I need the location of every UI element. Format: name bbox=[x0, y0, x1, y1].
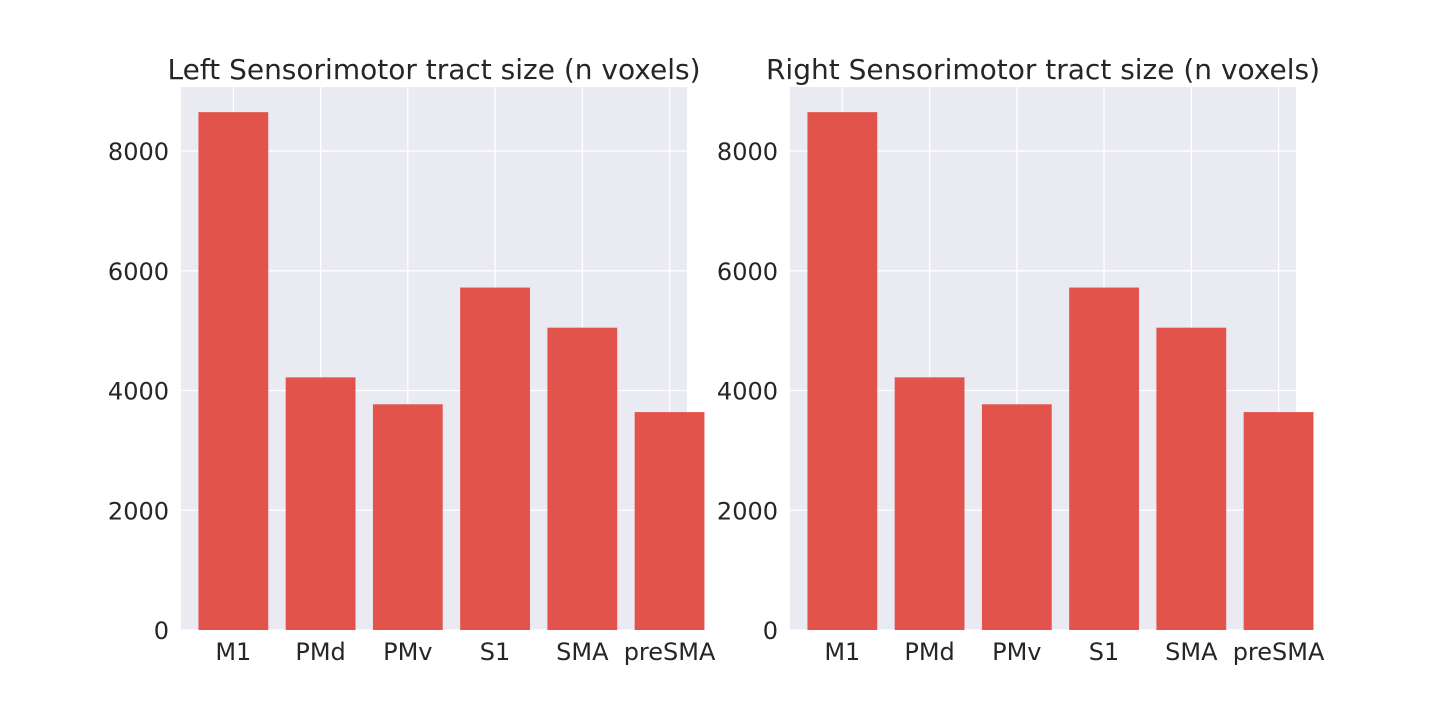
left-x-tick-label: SMA bbox=[556, 638, 609, 666]
left-y-tick-label: 4000 bbox=[108, 378, 169, 406]
left-chart-title: Left Sensorimotor tract size (n voxels) bbox=[167, 53, 700, 86]
right-y-tick-label: 6000 bbox=[717, 258, 778, 286]
right-chart: M1 PMd PMv S1 SMA preSMA 0 2000 4000 6000 8000 Ri… bbox=[717, 53, 1325, 666]
left-bar-m1 bbox=[198, 112, 269, 631]
left-x-tick-label: PMd bbox=[295, 638, 345, 666]
left-x-tick-label: M1 bbox=[215, 638, 251, 666]
right-bar-s1 bbox=[1069, 287, 1139, 630]
left-chart: M1 PMd PMv S1 SMA preSMA 0 2000 4000 6000 8000 Le… bbox=[108, 53, 716, 666]
right-y-tick-label: 0 bbox=[763, 617, 778, 645]
left-x-tick-labels: M1 PMd PMv S1 SMA preSMA bbox=[215, 638, 716, 666]
right-y-tick-label: 4000 bbox=[717, 378, 778, 406]
left-x-tick-label: PMv bbox=[383, 638, 432, 666]
left-bar-sma bbox=[547, 327, 618, 630]
right-bar-pmv bbox=[981, 404, 1052, 630]
right-x-tick-label: M1 bbox=[824, 638, 860, 666]
right-x-tick-label: PMv bbox=[992, 638, 1041, 666]
right-x-tick-label: preSMA bbox=[1233, 638, 1325, 666]
left-y-tick-label: 0 bbox=[154, 617, 169, 645]
right-x-tick-label: S1 bbox=[1089, 638, 1120, 666]
left-y-tick-label: 2000 bbox=[108, 497, 169, 525]
right-chart-title: Right Sensorimotor tract size (n voxels) bbox=[766, 53, 1320, 86]
right-bar-presma bbox=[1243, 412, 1314, 630]
left-x-tick-label: S1 bbox=[480, 638, 511, 666]
left-bar-presma bbox=[634, 412, 705, 630]
left-y-tick-label: 8000 bbox=[108, 138, 169, 166]
left-y-tick-label: 6000 bbox=[108, 258, 169, 286]
right-x-tick-label: SMA bbox=[1165, 638, 1218, 666]
right-bar-m1 bbox=[807, 112, 878, 631]
right-x-tick-labels: M1 PMd PMv S1 SMA preSMA bbox=[824, 638, 1325, 666]
right-y-tick-label: 8000 bbox=[717, 138, 778, 166]
right-y-tick-labels: 0 2000 4000 6000 8000 bbox=[717, 138, 778, 645]
left-bar-s1 bbox=[460, 287, 530, 630]
left-bars bbox=[198, 112, 705, 631]
right-bars bbox=[807, 112, 1314, 631]
right-bar-sma bbox=[1156, 327, 1227, 630]
left-y-tick-labels: 0 2000 4000 6000 8000 bbox=[108, 138, 169, 645]
left-bar-pmd bbox=[285, 377, 356, 630]
right-bar-pmd bbox=[894, 377, 965, 630]
left-bar-pmv bbox=[372, 404, 443, 630]
left-x-tick-label: preSMA bbox=[624, 638, 716, 666]
right-y-tick-label: 2000 bbox=[717, 497, 778, 525]
right-x-tick-label: PMd bbox=[904, 638, 954, 666]
